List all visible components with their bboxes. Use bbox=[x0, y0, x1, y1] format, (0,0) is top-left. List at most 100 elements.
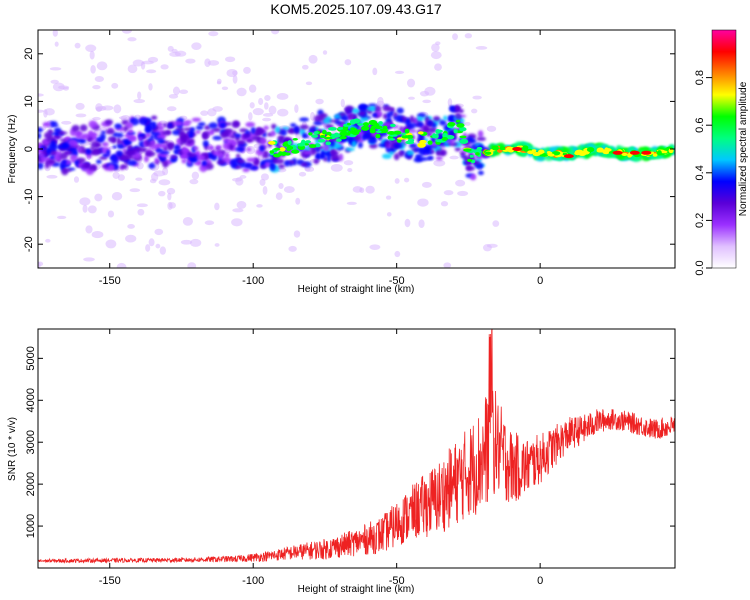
heatmap-cell bbox=[95, 103, 103, 112]
heatmap-cell bbox=[394, 250, 401, 258]
heatmap-cell bbox=[346, 201, 357, 205]
heatmap-cell bbox=[459, 135, 467, 139]
heatmap-cell bbox=[396, 107, 404, 114]
heatmap-cell bbox=[351, 140, 357, 148]
heatmap-cell bbox=[491, 145, 499, 151]
heatmap-cell bbox=[77, 146, 82, 153]
heatmap-cell bbox=[264, 102, 269, 110]
heatmap-cell bbox=[422, 126, 429, 133]
heatmap-cell bbox=[291, 149, 300, 154]
heatmap-cell bbox=[232, 177, 243, 182]
heatmap-cell bbox=[283, 160, 291, 167]
snr-panel: -150 -100 -50 0 1000 2000 3000 4000 5000 Height… bbox=[7, 328, 676, 595]
heatmap-cell bbox=[443, 190, 454, 196]
heatmap-cell bbox=[443, 115, 448, 121]
heatmap-cell bbox=[208, 31, 219, 37]
heatmap-cell bbox=[417, 131, 424, 135]
heatmap-cell bbox=[204, 58, 211, 68]
heatmap-cell bbox=[144, 126, 151, 134]
heatmap-cell bbox=[116, 262, 127, 268]
heatmap-cell bbox=[305, 81, 313, 86]
heatmap-cell bbox=[368, 103, 377, 108]
spectrogram-y-label: Frequency (Hz) bbox=[7, 115, 18, 184]
heatmap-cell bbox=[189, 128, 194, 137]
heatmap-cell bbox=[231, 218, 243, 227]
heatmap-cell bbox=[369, 128, 376, 134]
heatmap-cell bbox=[82, 204, 88, 213]
heatmap-cell bbox=[162, 161, 169, 168]
heatmap-cell bbox=[89, 50, 95, 60]
heatmap-cell bbox=[112, 145, 117, 149]
heatmap-cell bbox=[395, 118, 404, 122]
heatmap-cell bbox=[53, 127, 62, 133]
heatmap-cell bbox=[293, 125, 300, 134]
heatmap-cell bbox=[292, 137, 298, 141]
heatmap-cell bbox=[223, 130, 230, 137]
heatmap-cell bbox=[125, 234, 137, 243]
heatmap-cell bbox=[434, 133, 439, 139]
heatmap-cell bbox=[313, 131, 319, 135]
heatmap-cell bbox=[106, 149, 111, 156]
heatmap-cell bbox=[38, 153, 45, 158]
heatmap-cell bbox=[246, 138, 254, 143]
snr-x-tick-label: 0 bbox=[537, 575, 543, 587]
heatmap-cell bbox=[214, 202, 220, 211]
heatmap-cell bbox=[346, 122, 352, 126]
heatmap-cell bbox=[143, 155, 149, 163]
heatmap-cell bbox=[191, 117, 202, 122]
heatmap-cell bbox=[357, 142, 363, 149]
heatmap-cell bbox=[473, 149, 482, 154]
heatmap-cell bbox=[61, 168, 69, 176]
heatmap-cell bbox=[189, 238, 202, 247]
heatmap-cell bbox=[80, 138, 87, 144]
heatmap-cell bbox=[304, 140, 311, 144]
heatmap-cell bbox=[151, 121, 157, 130]
heatmap-cell bbox=[342, 115, 349, 122]
heatmap-cell bbox=[94, 76, 104, 82]
heatmap-cell bbox=[358, 103, 368, 111]
heatmap-cell bbox=[94, 193, 103, 202]
heatmap-cell bbox=[212, 106, 223, 112]
heatmap-cell bbox=[161, 130, 172, 136]
heatmap-cell bbox=[187, 262, 197, 268]
heatmap-cell bbox=[330, 140, 335, 148]
spectrogram-heatmap bbox=[38, 30, 675, 268]
heatmap-cell bbox=[445, 135, 455, 140]
heatmap-cell bbox=[264, 161, 271, 168]
heatmap-cell bbox=[627, 153, 632, 158]
heatmap-cell bbox=[322, 129, 327, 135]
heatmap-cell bbox=[310, 111, 315, 121]
heatmap-cell bbox=[121, 30, 133, 34]
heatmap-cell bbox=[315, 152, 321, 160]
heatmap-cell bbox=[293, 230, 301, 238]
heatmap-cell bbox=[386, 111, 392, 120]
heatmap-cell bbox=[404, 128, 410, 134]
heatmap-cell bbox=[301, 64, 309, 70]
heatmap-cell bbox=[388, 138, 396, 141]
heatmap-cell bbox=[43, 109, 48, 118]
heatmap-cell bbox=[236, 87, 247, 97]
heatmap-cell bbox=[181, 154, 189, 159]
heatmap-cell bbox=[38, 132, 42, 140]
heatmap-cell bbox=[308, 132, 313, 136]
heatmap-cell bbox=[403, 177, 410, 183]
heatmap-cell bbox=[170, 157, 177, 163]
heatmap-cell bbox=[157, 138, 165, 144]
heatmap-cell bbox=[334, 120, 342, 125]
heatmap-cell bbox=[99, 127, 108, 133]
heatmap-cell bbox=[308, 144, 317, 149]
heatmap-cell bbox=[333, 114, 341, 119]
heatmap-cell bbox=[274, 126, 281, 134]
snr-x-tick-label: -100 bbox=[242, 575, 264, 587]
heatmap-cell bbox=[313, 158, 320, 165]
heatmap-cell bbox=[432, 122, 437, 129]
heatmap-cell bbox=[107, 164, 115, 172]
colorbar-tick-label: 0.6 bbox=[694, 118, 706, 133]
heatmap-cell bbox=[158, 190, 166, 197]
heatmap-cell bbox=[90, 141, 100, 149]
heatmap-cell bbox=[243, 162, 253, 169]
heatmap-cell bbox=[229, 143, 234, 151]
heatmap-cell bbox=[214, 243, 220, 247]
heatmap-cell bbox=[101, 130, 107, 135]
heatmap-cell bbox=[417, 198, 429, 207]
